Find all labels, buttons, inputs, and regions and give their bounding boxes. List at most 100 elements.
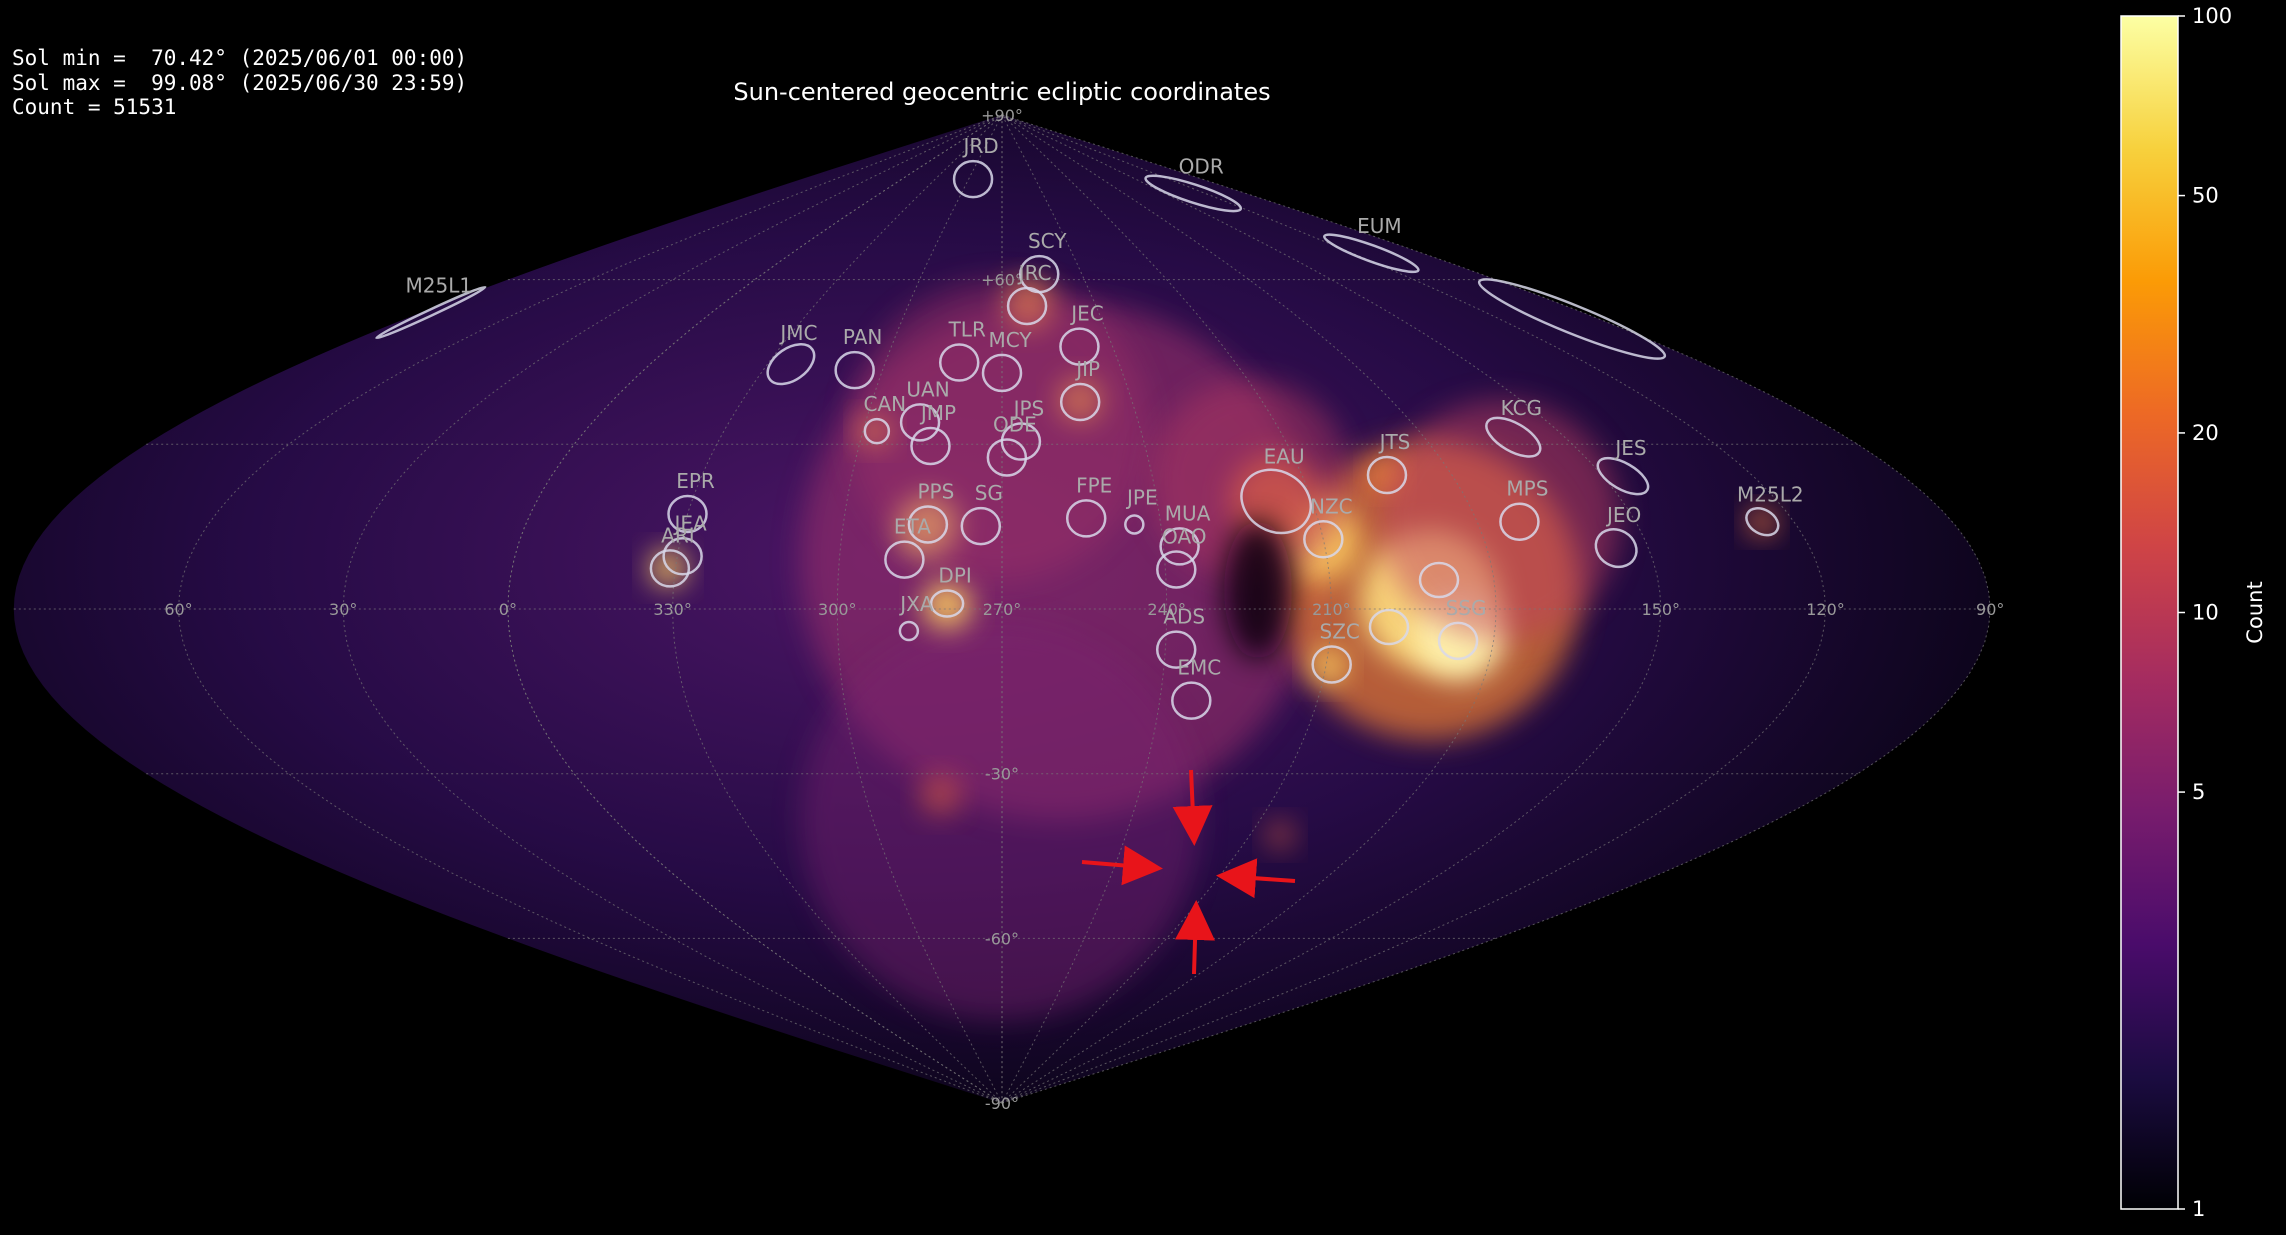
shower-radiant [1155,630,1197,669]
colorbar-tick-label: 5 [2192,780,2205,804]
shower-radiant [863,417,891,445]
shower-label: SG [975,481,1003,505]
shower-radiant [649,549,691,588]
shower-label: M25L2 [1737,483,1804,507]
arrow [1175,900,1216,975]
y-tick-label: -60° [985,929,1019,948]
arrow [1216,858,1296,899]
shower-label: ETA [894,515,931,539]
shower-radiant [981,353,1023,393]
info-line: Sol min = 70.42° (2025/06/01 00:00) [12,46,467,70]
shower-radiant [1171,681,1212,720]
shower-radiant [1006,286,1048,326]
shower-radiant [952,159,994,199]
chart-title: Sun-centered geocentric ecliptic coordin… [733,78,1270,106]
shower-label: OAO [1162,524,1206,548]
shower-label: EAU [1264,444,1305,468]
shower-radiant [1499,502,1540,541]
shower-label: SZC [1320,619,1360,643]
shower-radiant [986,438,1028,477]
x-tick-label: 90° [1976,600,2004,619]
shower-radiant [1156,550,1197,589]
grid-line [672,114,1003,1104]
colorbar-tick-label: 100 [2192,4,2232,28]
shower-label: KCG [1501,396,1542,420]
shower-label: ARI [661,523,694,547]
shower-label: DPI [938,564,971,588]
x-tick-label: 0° [499,600,517,619]
shower-label: JXA [898,592,934,616]
shower-radiant [1594,528,1638,569]
arrow [1172,769,1213,846]
shower-radiant [938,343,980,382]
grid-line [1001,114,1168,1104]
density-glow [920,775,960,815]
shower-radiant [910,426,951,466]
shower-label: CAN [864,392,907,416]
shower-label: JEC [1069,302,1104,326]
graticule: 60° 30° 0° 330° 300° 270° 240° 210° 150° 120° 90° +… [13,106,2004,1113]
shower-label: MUA [1165,501,1211,525]
shower-radiant [1240,468,1312,535]
shower-radiant [1596,456,1650,496]
x-tick-label: 330° [653,600,692,619]
shower-label: PPS [917,479,954,503]
shower-label: SCY [1028,229,1067,253]
shower-radiant [1485,416,1542,458]
density-glow [1266,821,1294,849]
shower-label: JIP [1074,357,1100,381]
shower-radiant [1745,507,1780,537]
shower-radiant [1437,621,1479,661]
y-tick-label: -30° [985,765,1019,784]
shower-label: JMP [919,401,956,425]
x-tick-label: 30° [329,600,357,619]
shower-label: SSG [1446,596,1487,620]
shower-label: FPE [1076,473,1112,497]
density-glow [800,620,1200,1020]
shower-radiant [960,506,1002,546]
density-glow [1310,648,1346,684]
y-tick-label: +60° [981,271,1023,290]
arrow [1081,845,1163,886]
grid-line [1001,114,1332,1104]
shower-radiant [1059,327,1100,366]
shower-label: JPE [1125,485,1158,509]
colorbar-tick-label: 20 [2192,421,2219,445]
density-void [1224,520,1292,660]
shower-radiant [1124,514,1145,535]
shower-label: JRD [961,134,998,158]
unlabeled-ellipse [1477,278,1667,360]
shower-radiant [1159,527,1200,566]
x-tick-label: 60° [164,600,192,619]
colorbar-tick-label: 10 [2192,601,2219,625]
shower-label: JPS [1012,397,1045,421]
shower-radiant [907,505,949,544]
shower-label: ODR [1179,154,1224,178]
shower-radiant [929,589,965,618]
x-tick-label: 210° [1312,600,1351,619]
shower-label: ODE [993,412,1037,436]
shower-label: JEA [673,511,708,535]
info-line: Sol max = 99.08° (2025/06/30 23:59) [12,71,467,95]
x-tick-label: 150° [1642,600,1681,619]
x-tick-label: 120° [1806,600,1845,619]
unlabeled-ellipse [1418,561,1460,599]
colorbar-tick-label: 1 [2192,1197,2205,1221]
grid-line [836,114,1003,1104]
shower-label: JMC [778,321,817,345]
y-tick-label: +90° [981,106,1023,125]
shower-radiant [1059,382,1101,422]
shower-label: UAN [906,377,949,401]
shower-label: JRC [1017,261,1052,285]
colorbar-tick-label: 50 [2192,184,2219,208]
red-arrows [1081,769,1296,975]
shower-label: ADS [1163,605,1205,629]
colorbar: 1 5 10 20 50 100 Count [2120,4,2267,1221]
shower-label: MCY [988,328,1032,352]
shower-radiant [834,350,875,390]
shower-label: JEO [1605,503,1641,527]
shower-label: TLR [948,317,986,341]
shower-label: PAN [843,325,882,349]
